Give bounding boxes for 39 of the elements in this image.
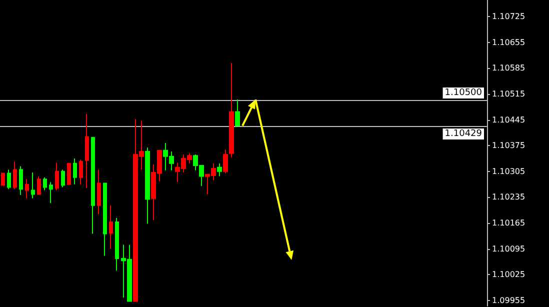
ref-line-label: 1.10429 — [444, 129, 482, 139]
candlestick — [85, 113, 89, 189]
y-tick-label: 1.10515 — [492, 90, 526, 99]
candlestick — [67, 162, 71, 185]
candlestick — [79, 159, 83, 185]
candlestick — [1, 172, 5, 186]
y-tick-label: 1.10725 — [492, 12, 526, 22]
candlestick — [91, 137, 95, 234]
y-tick-label: 1.10095 — [492, 244, 526, 254]
candlestick — [103, 182, 107, 256]
y-tick-label: 1.10375 — [492, 141, 526, 150]
candlestick — [229, 62, 234, 158]
candlestick — [13, 160, 17, 190]
y-tick-label: 1.10165 — [492, 218, 526, 228]
candlestick — [31, 172, 35, 199]
candlestick — [49, 182, 53, 204]
y-tick-label: 1.10025 — [492, 270, 526, 280]
candlestick — [37, 176, 41, 196]
candlestick — [55, 162, 59, 191]
candlestick — [217, 162, 222, 177]
candlestick — [73, 158, 77, 185]
candlestick — [97, 169, 101, 215]
y-tick-label: 1.10585 — [492, 64, 526, 73]
y-tick-label: 1.09955 — [492, 296, 526, 305]
candlestick — [25, 178, 29, 199]
candlestick — [109, 204, 113, 250]
candlestick — [235, 99, 240, 126]
candlestick — [145, 146, 150, 224]
candlestick — [7, 169, 11, 190]
y-tick-label: 1.10305 — [492, 166, 526, 176]
candlestick — [223, 149, 228, 174]
y-tick-label: 1.10655 — [492, 38, 526, 47]
candlestick — [61, 169, 65, 188]
candlestick — [43, 176, 47, 191]
candlestick — [19, 166, 23, 196]
ref-line-label: 1.10500 — [444, 88, 482, 98]
y-tick-label: 1.10445 — [492, 115, 526, 124]
candlestick — [115, 217, 119, 272]
y-tick-label: 1.10235 — [492, 192, 526, 202]
